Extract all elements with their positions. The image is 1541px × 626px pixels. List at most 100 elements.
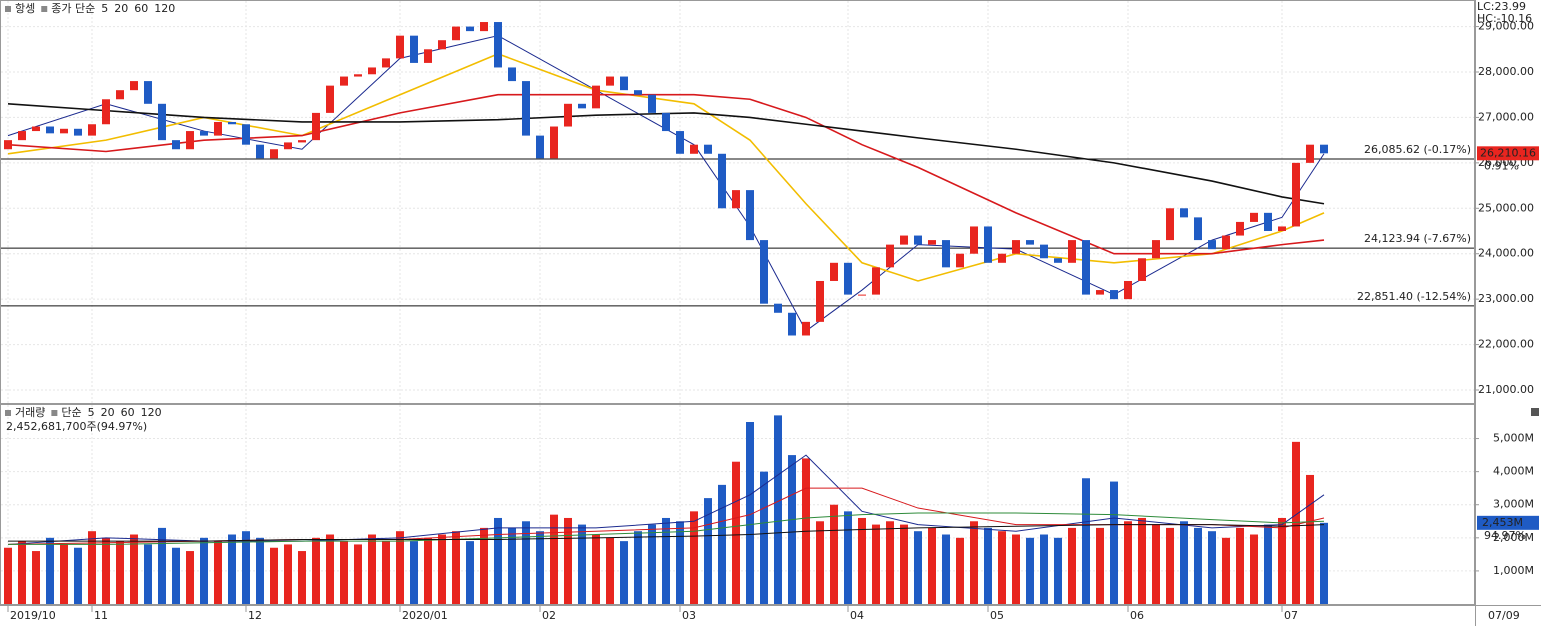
candle xyxy=(1138,258,1146,281)
candle xyxy=(1124,280,1132,300)
x-tick-label: 03 xyxy=(682,609,696,622)
candle xyxy=(298,140,306,143)
candle xyxy=(984,226,992,263)
volume-bar xyxy=(1040,534,1048,604)
volume-bar xyxy=(970,521,978,604)
candle xyxy=(1222,235,1230,250)
y-tick-label: 5,000M xyxy=(1493,432,1534,445)
volume-bar xyxy=(858,517,866,604)
candle xyxy=(1292,162,1300,227)
volume-bar xyxy=(1068,527,1076,604)
candle xyxy=(970,226,978,254)
volume-bar xyxy=(578,524,586,604)
candle xyxy=(424,49,432,63)
candle xyxy=(340,76,348,86)
ma-line xyxy=(8,524,1325,542)
volume-bar xyxy=(690,511,698,604)
volume-bar xyxy=(144,544,152,604)
candle xyxy=(1152,240,1160,259)
candle xyxy=(802,321,810,336)
candle xyxy=(746,190,754,241)
volume-bar xyxy=(564,517,572,604)
volume-bar xyxy=(1026,537,1034,604)
volume-bar xyxy=(368,534,376,604)
y-tick-label: 29,000.00 xyxy=(1478,20,1534,33)
volume-bar xyxy=(1264,524,1272,604)
candle xyxy=(928,240,936,245)
legend-entry: 60 xyxy=(134,2,148,15)
candle xyxy=(1208,240,1216,250)
volume-bar xyxy=(102,537,110,604)
volume-bar xyxy=(116,541,124,604)
volume-bar xyxy=(1138,517,1146,604)
candle xyxy=(1096,290,1104,295)
candle xyxy=(774,303,782,313)
candle xyxy=(858,294,866,296)
candle xyxy=(844,262,852,295)
candle xyxy=(410,35,418,63)
volume-bar xyxy=(284,544,292,604)
x-tick-label: 11 xyxy=(94,609,108,622)
candle xyxy=(564,103,572,127)
ma-line xyxy=(8,512,1325,545)
volume-bar xyxy=(396,531,404,604)
candle xyxy=(172,140,180,150)
candle xyxy=(718,153,726,209)
candle xyxy=(1040,244,1048,259)
volume-bar xyxy=(676,521,684,604)
candle xyxy=(74,128,82,136)
reference-label: 22,851.40 (-12.54%) xyxy=(1357,290,1471,303)
candle xyxy=(1320,144,1328,154)
volume-bar xyxy=(1250,534,1258,604)
volume-bar xyxy=(1096,527,1104,604)
y-tick-label: 25,000.00 xyxy=(1478,201,1534,214)
volume-bar xyxy=(704,498,712,604)
candle xyxy=(760,240,768,304)
x-tick-label: 05 xyxy=(990,609,1004,622)
legend-entry: 20 xyxy=(114,2,128,15)
volume-bar xyxy=(1082,478,1090,604)
x-tick-label: 06 xyxy=(1130,609,1144,622)
candle xyxy=(830,262,838,281)
ma-line xyxy=(7,93,1325,255)
last-price-box xyxy=(1477,146,1539,161)
volume-bar xyxy=(494,517,502,604)
candle xyxy=(508,67,516,82)
y-tick-label: 24,000.00 xyxy=(1478,247,1534,260)
volume-pane xyxy=(0,404,1475,605)
volume-bar xyxy=(1278,517,1286,604)
candle xyxy=(690,144,698,154)
x-tick-label: 2020/01 xyxy=(402,609,448,622)
volume-bar xyxy=(900,524,908,604)
candle xyxy=(144,81,152,104)
candle xyxy=(452,26,460,41)
candle xyxy=(1082,240,1090,295)
candle xyxy=(88,124,96,136)
hc-label: HC:-10.16 xyxy=(1477,12,1532,25)
volume-bar xyxy=(354,544,362,604)
candle xyxy=(116,90,124,100)
candle xyxy=(1166,208,1174,241)
volume-bar xyxy=(18,541,26,604)
pane-button[interactable] xyxy=(1531,408,1539,416)
x-tick-label: 2019/10 xyxy=(10,609,56,622)
volume-bar xyxy=(774,415,782,604)
volume-bar xyxy=(536,531,544,604)
candle xyxy=(102,99,110,125)
volume-bar xyxy=(1124,521,1132,604)
legend-prefix: 종가 단순 xyxy=(51,2,95,15)
candle xyxy=(494,22,502,68)
candle xyxy=(158,103,166,141)
volume-bar xyxy=(886,521,894,604)
x-tick-label: 02 xyxy=(542,609,556,622)
candle xyxy=(676,131,684,154)
legend-prefix: 단순 xyxy=(61,406,81,419)
legend-entry: 5 xyxy=(101,2,108,15)
volume-bar xyxy=(410,541,418,604)
volume-bar xyxy=(816,521,824,604)
volume-bar xyxy=(270,547,278,604)
y-tick-label: 1,000M xyxy=(1493,564,1534,577)
candle xyxy=(382,58,390,68)
candle xyxy=(1264,212,1272,232)
